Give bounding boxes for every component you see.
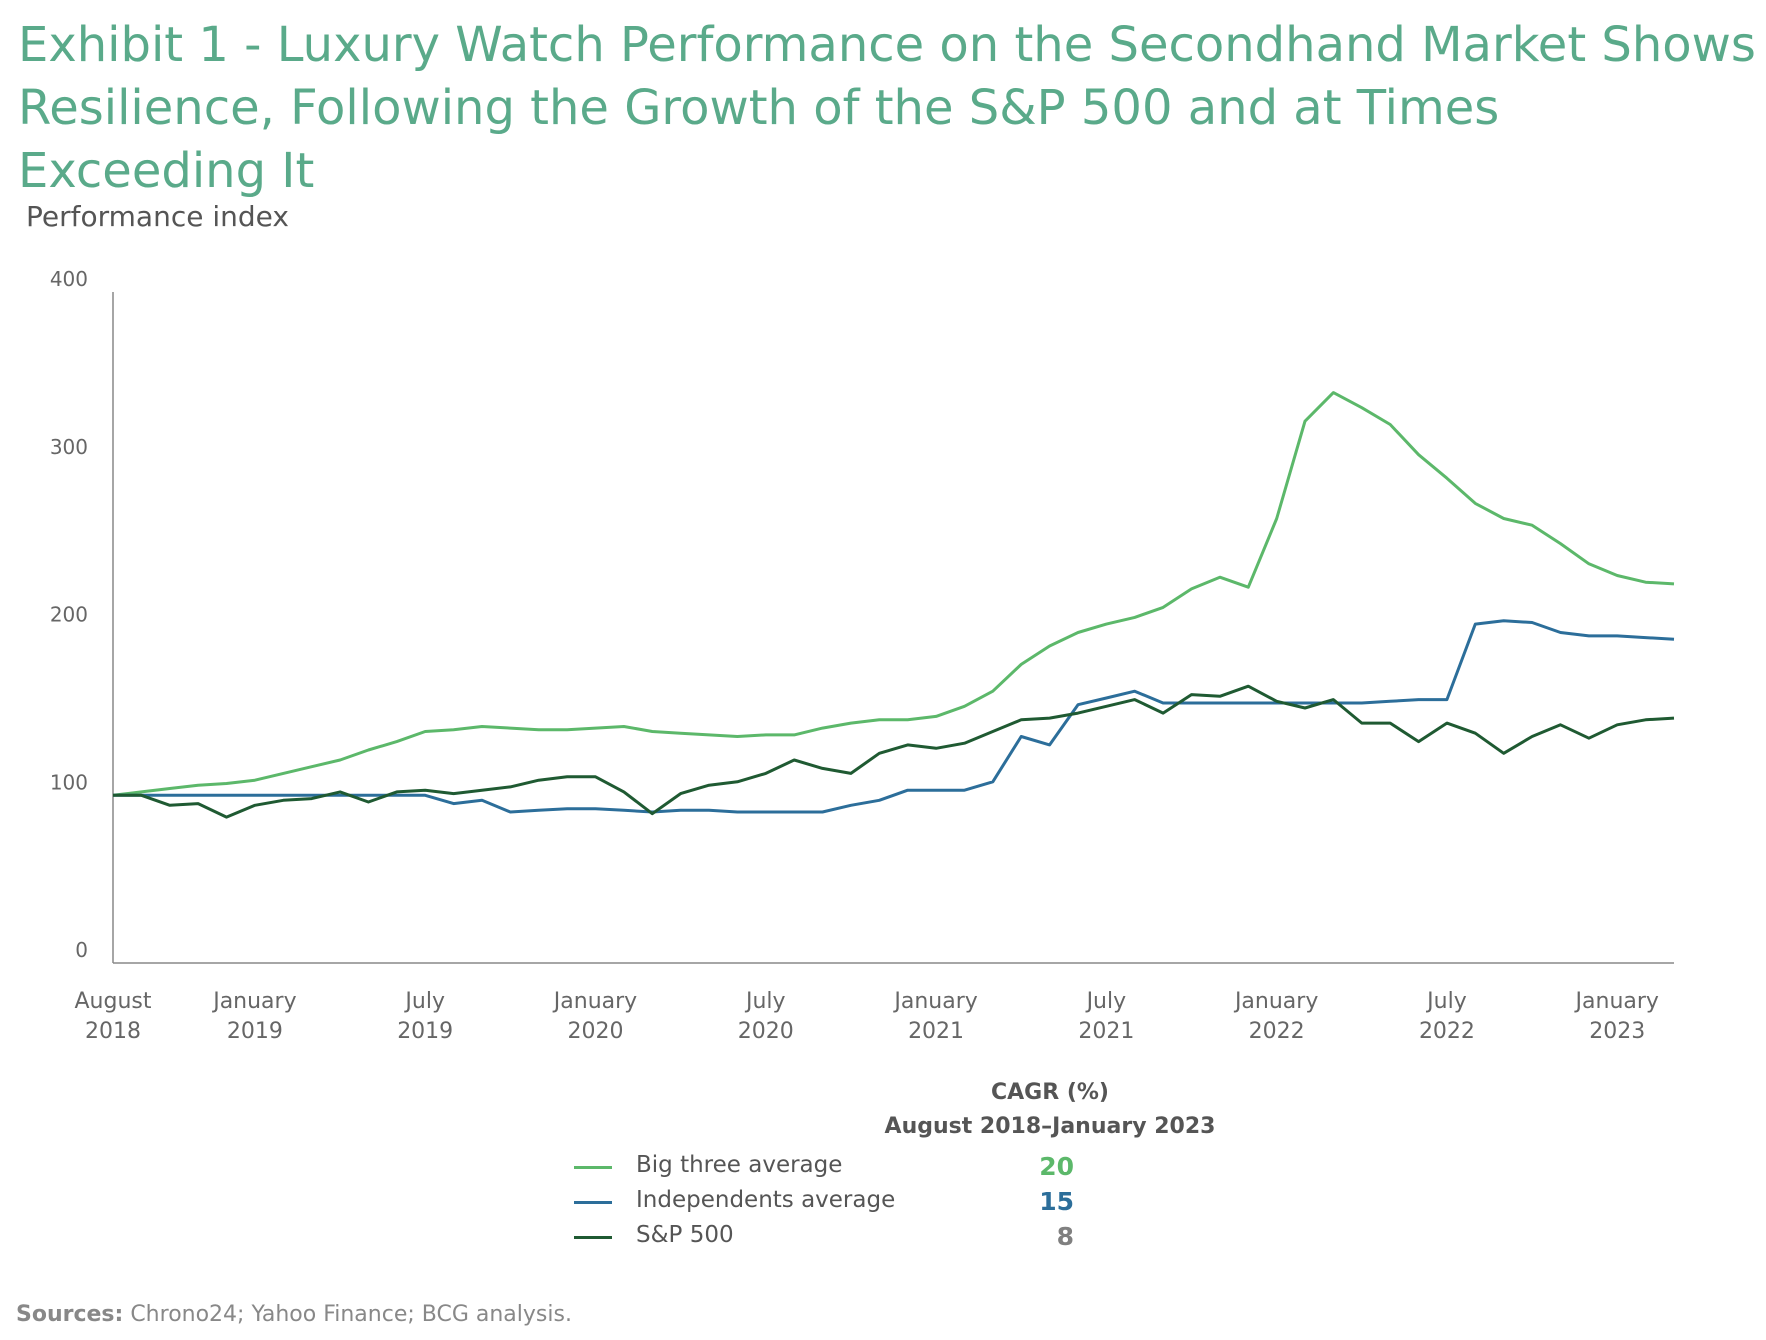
legend: Big three average 20 Independents averag… xyxy=(574,1150,1074,1255)
legend-label: Independents average xyxy=(636,1187,896,1213)
legend-label: Big three average xyxy=(636,1152,843,1178)
x-tick-label: July 2022 xyxy=(1419,989,1475,1044)
x-tick-label: January 2021 xyxy=(892,989,977,1044)
y-tick-label: 200 xyxy=(50,603,88,627)
x-tick-label: July 2019 xyxy=(397,989,453,1044)
y-tick-label: 400 xyxy=(50,267,88,291)
x-tick-label: January 2019 xyxy=(211,989,296,1044)
x-tick-label: January 2023 xyxy=(1574,989,1659,1044)
sources-prefix: Sources: xyxy=(16,1302,124,1327)
sources-text: Chrono24; Yahoo Finance; BCG analysis. xyxy=(123,1302,572,1327)
y-tick-label: 300 xyxy=(50,435,88,459)
legend-swatch xyxy=(574,1201,612,1204)
x-tick-label: January 2020 xyxy=(552,989,637,1044)
legend-swatch xyxy=(574,1166,612,1169)
legend-swatch xyxy=(574,1236,612,1239)
y-tick-label: 0 xyxy=(75,938,88,962)
legend-item-independents: Independents average 15 xyxy=(574,1185,1074,1220)
cagr-heading: CAGR (%) xyxy=(991,1080,1109,1105)
series-line-s-p-500 xyxy=(113,684,1675,819)
legend-label: S&P 500 xyxy=(636,1222,734,1248)
cagr-value: 8 xyxy=(1056,1222,1074,1251)
y-axis-label: Performance index xyxy=(26,200,289,233)
series-line-independents-average xyxy=(113,619,1675,814)
line-chart: 0 100 200 300 400 August 2018 January 2019 July 2… xyxy=(50,267,1675,1044)
y-tick-label: 100 xyxy=(50,770,88,794)
legend-item-big-three: Big three average 20 xyxy=(574,1150,1074,1185)
x-tick-label: July 2021 xyxy=(1078,989,1134,1044)
sources-note: Sources: Chrono24; Yahoo Finance; BCG an… xyxy=(16,1302,572,1327)
x-tick-label: January 2022 xyxy=(1233,989,1318,1044)
x-tick-label: August 2018 xyxy=(75,989,152,1044)
cagr-value: 20 xyxy=(1039,1152,1074,1181)
cagr-period: August 2018–January 2023 xyxy=(884,1114,1216,1139)
cagr-value: 15 xyxy=(1039,1187,1074,1216)
series-line-big-three-average xyxy=(112,391,1675,797)
page-title: Exhibit 1 - Luxury Watch Performance on … xyxy=(18,17,1756,199)
x-tick-label: July 2020 xyxy=(738,989,794,1044)
legend-item-sp500: S&P 500 8 xyxy=(574,1220,1074,1255)
